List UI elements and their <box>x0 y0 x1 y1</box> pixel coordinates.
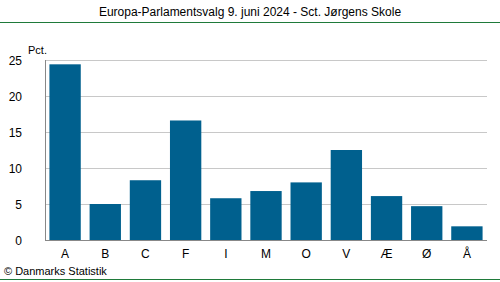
bar <box>371 196 402 240</box>
chart-container: Europa-Parlamentsvalg 9. juni 2024 - Sct… <box>0 0 500 282</box>
bar <box>451 226 482 240</box>
grid-line <box>45 60 487 61</box>
x-tick-label: Å <box>463 246 471 261</box>
y-tick-label: 15 <box>9 126 23 140</box>
y-tick-label: 0 <box>15 234 22 248</box>
x-tick-label: V <box>342 247 350 261</box>
y-tick-label: 10 <box>9 162 23 176</box>
bar <box>170 120 201 240</box>
y-tick-label: 5 <box>15 198 22 212</box>
grid-line <box>45 240 487 241</box>
source: © Danmarks Statistik <box>4 265 107 277</box>
y-tick-label: 20 <box>9 90 23 104</box>
x-tick-label: B <box>101 247 109 261</box>
bar <box>250 191 281 240</box>
x-tick-label: Æ <box>381 247 393 261</box>
bar <box>49 64 80 240</box>
x-tick-label: F <box>182 247 189 261</box>
chart: Europa-Parlamentsvalg 9. juni 2024 - Sct… <box>0 0 500 282</box>
y-axis-line <box>45 60 46 240</box>
grid-line <box>45 168 487 169</box>
x-tick-label: A <box>61 247 69 261</box>
bar <box>331 150 362 240</box>
bar <box>291 182 322 240</box>
title: Europa-Parlamentsvalg 9. juni 2024 - Sct… <box>99 5 401 19</box>
x-tick-label: C <box>141 247 150 261</box>
footer-rule <box>0 279 500 280</box>
grid-line <box>45 96 487 97</box>
bar <box>90 204 121 240</box>
x-tick-label: Ø <box>422 247 431 261</box>
header-rule <box>0 22 500 23</box>
grid-line <box>45 132 487 133</box>
bars <box>49 64 482 240</box>
y-tick-label: 25 <box>9 54 23 68</box>
x-tick-label: I <box>224 247 227 261</box>
bar <box>130 180 161 240</box>
x-axis-line <box>45 240 487 241</box>
bar <box>210 198 241 240</box>
x-tick-label: M <box>261 247 271 261</box>
y-axis-label: Pct. <box>28 44 47 56</box>
x-tick-label: O <box>302 247 311 261</box>
bar <box>411 206 442 240</box>
